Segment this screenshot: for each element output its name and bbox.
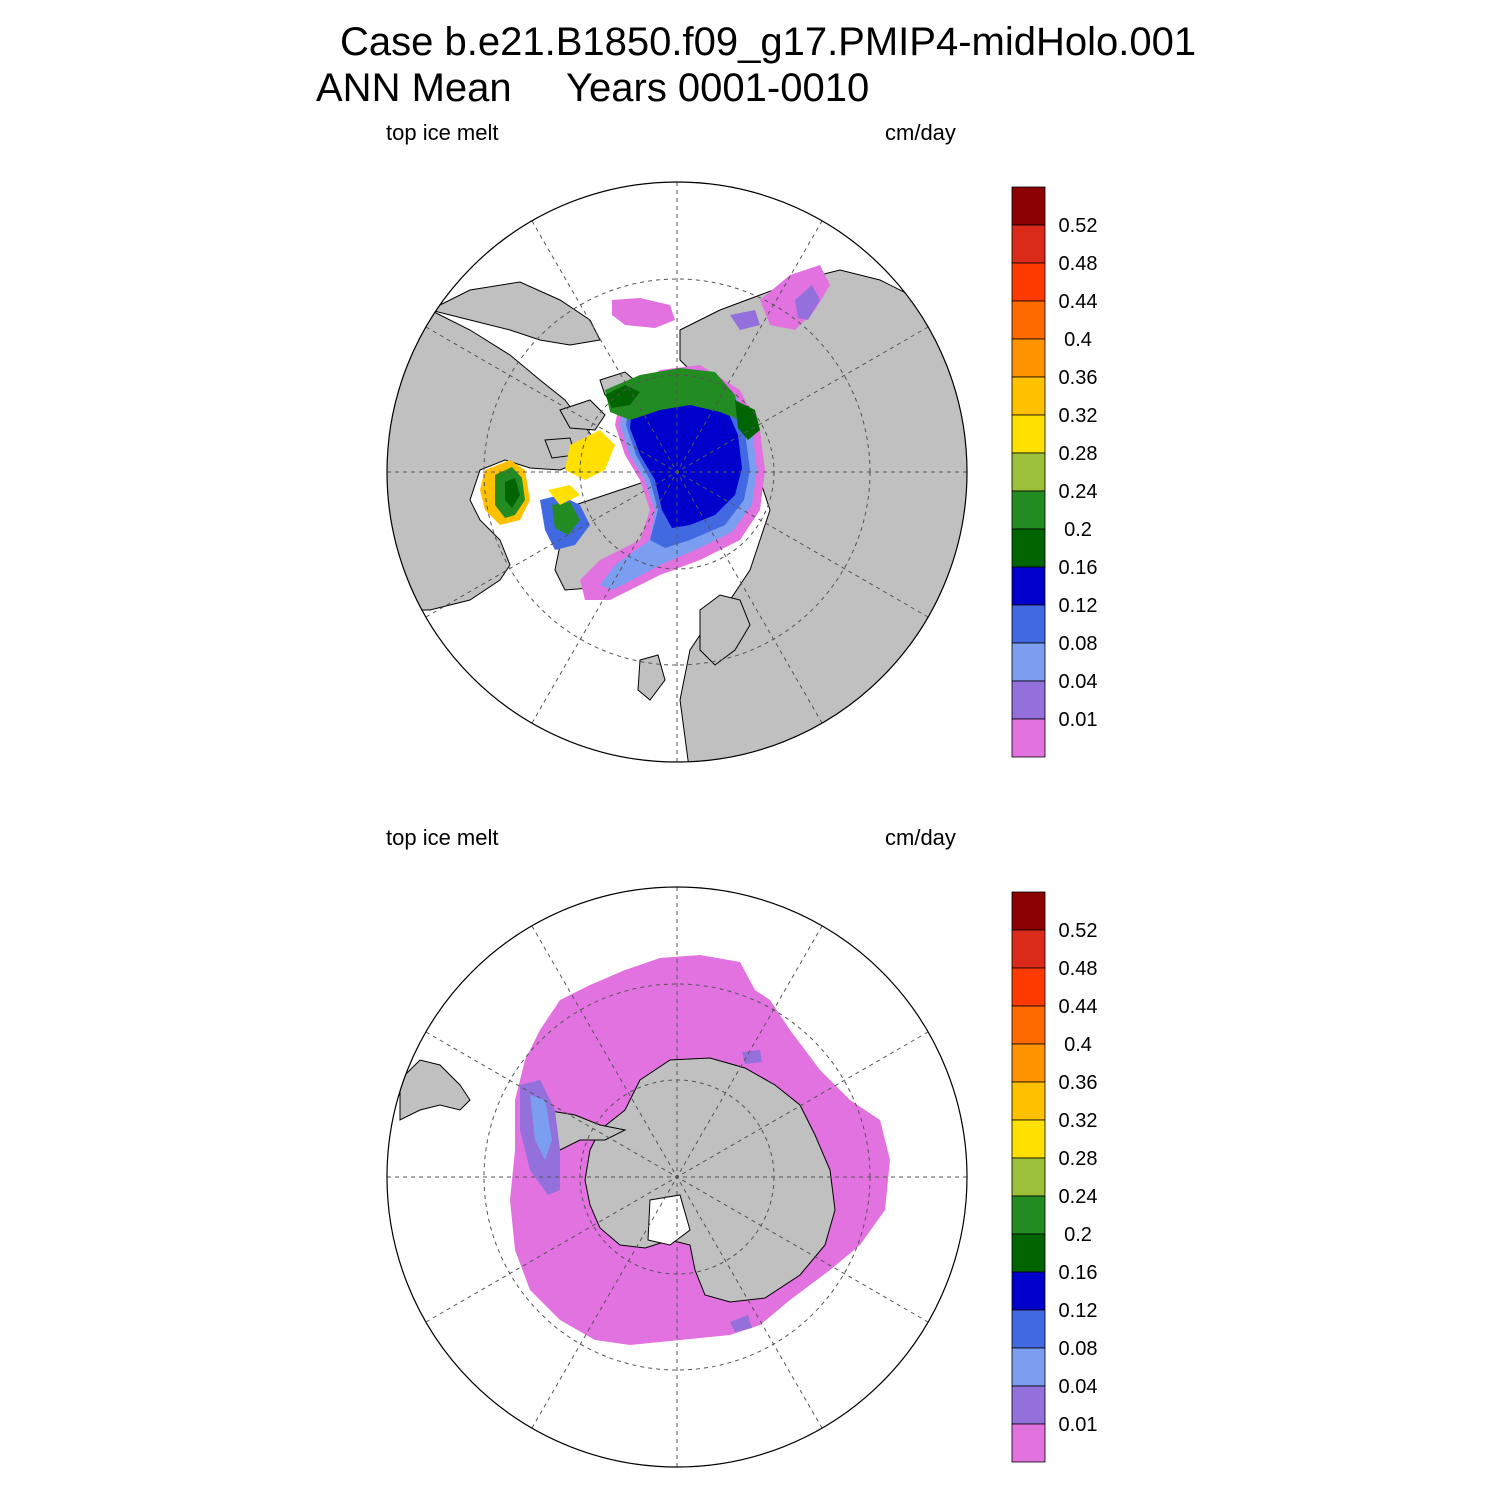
south-colorbar-label-10: 0.12 [1059, 1300, 1098, 1322]
north-colorbar-label-1: 0.48 [1059, 253, 1098, 275]
south-colorbar-label-4: 0.36 [1059, 1072, 1098, 1094]
north-units-label: cm/day [885, 120, 956, 145]
north-colorbar-box-11 [1011, 604, 1046, 644]
south-colorbar-box-5 [1011, 1081, 1046, 1121]
north-colorbar-box-7 [1011, 452, 1046, 492]
south-colorbar-label-0: 0.52 [1059, 920, 1098, 942]
south-colorbar-box-12 [1011, 1347, 1046, 1387]
south-colorbar-box-10 [1011, 1271, 1046, 1311]
north-colorbar-label-12: 0.04 [1059, 671, 1098, 693]
north-variable-label: top ice melt [386, 120, 499, 145]
south-purple-patch-1 [742, 1050, 762, 1064]
north-colorbar-label-4: 0.36 [1059, 367, 1098, 389]
north-colorbar-label-6: 0.28 [1059, 443, 1098, 465]
north-colorbar-box-4 [1011, 338, 1046, 378]
south-colorbar-box-7 [1011, 1157, 1046, 1197]
north-colorbar-label-8: 0.2 [1064, 519, 1092, 541]
north-colorbar-box-9 [1011, 528, 1046, 568]
north-graticule [387, 182, 967, 762]
north-polar-map [386, 181, 968, 763]
north-colorbar-label-5: 0.32 [1059, 405, 1098, 427]
north-colorbar-label-7: 0.24 [1059, 481, 1098, 503]
north-ice-melt-field [480, 265, 830, 600]
south-variable-label: top ice melt [386, 825, 499, 850]
north-colorbar-box-3 [1011, 300, 1046, 340]
south-units-label: cm/day [885, 825, 956, 850]
south-colorbar-box-9 [1011, 1233, 1046, 1273]
north-colorbar-label-2: 0.44 [1059, 291, 1098, 313]
season-label: ANN Mean [316, 66, 512, 110]
south-colorbar-box-0 [1011, 891, 1046, 931]
north-land [387, 269, 967, 762]
north-colorbar-box-13 [1011, 680, 1046, 720]
south-graticule [387, 887, 967, 1467]
south-colorbar-label-8: 0.2 [1064, 1224, 1092, 1246]
south-colorbar-label-13: 0.01 [1059, 1414, 1098, 1436]
south-land-south-america [399, 1059, 471, 1121]
north-colorbar-box-6 [1011, 414, 1046, 454]
north-colorbar-box-2 [1011, 262, 1046, 302]
south-colorbar-label-12: 0.04 [1059, 1376, 1098, 1398]
south-colorbar-label-7: 0.24 [1059, 1186, 1098, 1208]
main-title: Case b.e21.B1850.f09_g17.PMIP4-midHolo.0… [340, 20, 1197, 64]
north-colorbar-box-12 [1011, 642, 1046, 682]
years-label: Years 0001-0010 [566, 66, 870, 110]
south-purple-patch-2 [730, 1315, 752, 1332]
north-colorbar-label-10: 0.12 [1059, 595, 1098, 617]
south-map-border [386, 886, 968, 1468]
north-colorbar-label-0: 0.52 [1059, 215, 1098, 237]
north-colorbar-box-8 [1011, 490, 1046, 530]
south-ross-ice-shelf [647, 1194, 691, 1246]
south-colorbar-label-1: 0.48 [1059, 958, 1098, 980]
north-colorbar-box-10 [1011, 566, 1046, 606]
north-colorbar-box-14 [1011, 718, 1046, 758]
south-weddell-light-blue [530, 1095, 552, 1160]
south-colorbar-box-2 [1011, 967, 1046, 1007]
north-map-border [386, 181, 968, 763]
south-land-antarctica [584, 1057, 836, 1303]
south-colorbar-box-6 [1011, 1119, 1046, 1159]
south-colorbar: 0.52 0.48 0.44 0.4 0.36 0.32 0.28 0.24 0.2 0.16 0.… [1011, 891, 1098, 1463]
south-colorbar-box-1 [1011, 929, 1046, 969]
north-colorbar-box-5 [1011, 376, 1046, 416]
north-colorbar-label-9: 0.16 [1059, 557, 1098, 579]
south-colorbar-box-4 [1011, 1043, 1046, 1083]
south-colorbar-label-11: 0.08 [1059, 1338, 1098, 1360]
south-colorbar-box-11 [1011, 1309, 1046, 1349]
north-colorbar-box-1 [1011, 224, 1046, 264]
south-colorbar-box-3 [1011, 1005, 1046, 1045]
north-colorbar-label-3: 0.4 [1064, 329, 1092, 351]
south-colorbar-label-2: 0.44 [1059, 996, 1098, 1018]
south-colorbar-box-8 [1011, 1195, 1046, 1235]
south-colorbar-label-5: 0.32 [1059, 1110, 1098, 1132]
south-colorbar-label-6: 0.28 [1059, 1148, 1098, 1170]
south-colorbar-box-13 [1011, 1385, 1046, 1425]
south-colorbar-box-14 [1011, 1423, 1046, 1463]
south-colorbar-label-9: 0.16 [1059, 1262, 1098, 1284]
north-colorbar-label-11: 0.08 [1059, 633, 1098, 655]
south-polar-map [386, 886, 968, 1468]
north-colorbar-box-0 [1011, 186, 1046, 226]
south-colorbar-label-3: 0.4 [1064, 1034, 1092, 1056]
north-colorbar: 0.52 0.48 0.44 0.4 0.36 0.32 0.28 0.24 0.2 0.16 0.… [1011, 186, 1098, 758]
north-colorbar-label-13: 0.01 [1059, 709, 1098, 731]
